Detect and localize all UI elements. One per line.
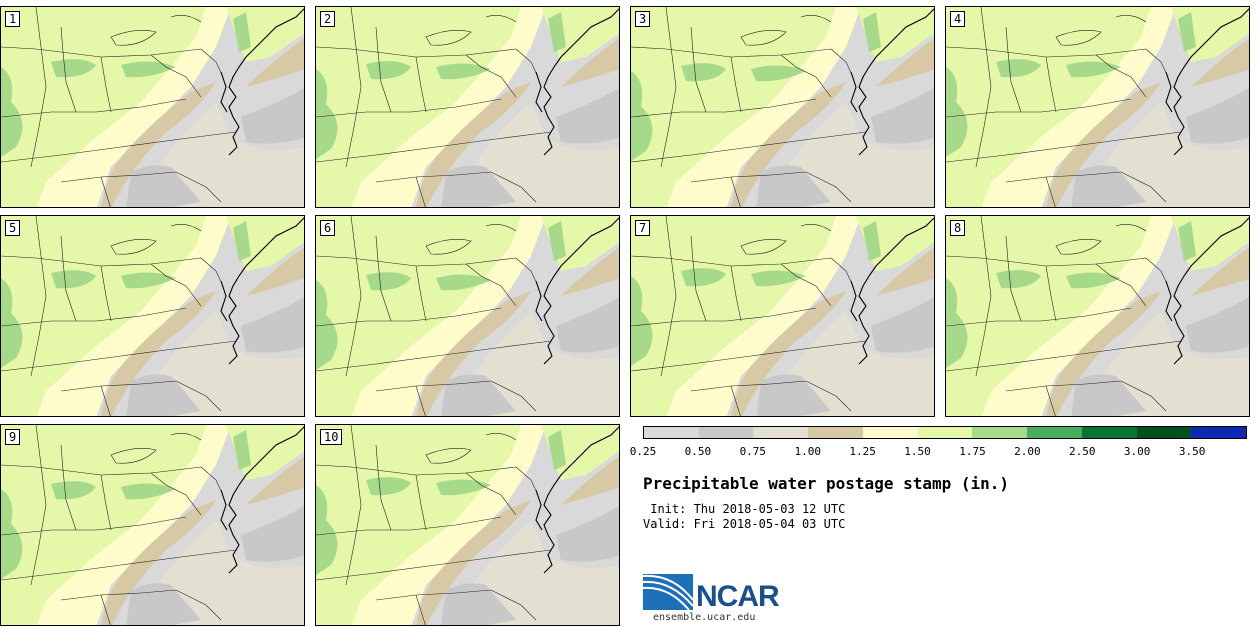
stamp-map-1: 1 (0, 6, 305, 208)
stamp-number: 7 (635, 220, 651, 236)
colorbar-segment (698, 427, 754, 438)
colorbar-tick-label: 3.00 (1123, 445, 1151, 458)
init-time: Init: Thu 2018-05-03 12 UTC (643, 502, 846, 516)
colorbar-tick-label: 1.50 (904, 445, 931, 458)
colorbar-ticks: 0.25 0.50 0.75 1.00 1.25 1.50 1.75 2.00 2.50 3.00… (630, 445, 1247, 459)
logo-url: ensemble.ucar.edu (653, 612, 756, 623)
colorbar-segment (1027, 427, 1082, 438)
colorbar-segment (808, 427, 863, 438)
stamp-number: 4 (950, 11, 966, 27)
stamp-number: 6 (320, 220, 336, 236)
stamp-number: 2 (320, 11, 336, 27)
stamp-number: 1 (5, 11, 21, 27)
colorbar-tick-label: 1.75 (959, 445, 986, 458)
colorbar-segment (917, 427, 973, 438)
stamp-map-5: 5 (0, 215, 305, 417)
stamp-map-9: 9 (0, 424, 305, 626)
stamp-number: 3 (635, 11, 651, 27)
valid-time: Valid: Fri 2018-05-04 03 UTC (643, 517, 846, 531)
stamp-map-7: 7 (630, 215, 935, 417)
stamp-number: 5 (5, 220, 21, 236)
stamp-map-10: 10 (315, 424, 620, 626)
colorbar-segment (1081, 427, 1137, 438)
stamp-number: 8 (950, 220, 966, 236)
colorbar-segment (1136, 427, 1192, 438)
stamp-map-6: 6 (315, 215, 620, 417)
stamp-map-8: 8 (945, 215, 1250, 417)
colorbar-tick-label: 3.50 (1178, 445, 1206, 458)
stamp-number: 9 (5, 429, 21, 445)
stamp-map-2: 2 (315, 6, 620, 208)
colorbar-tick-label: 0.50 (684, 445, 712, 458)
stamp-map-4: 4 (945, 6, 1250, 208)
colorbar-segment (753, 427, 809, 438)
ncar-logo-icon (643, 574, 694, 611)
plot-title: Precipitable water postage stamp (in.) (643, 474, 1010, 493)
stamp-number: 10 (320, 429, 343, 445)
colorbar-segment (972, 427, 1028, 438)
stamp-map-3: 3 (630, 6, 935, 208)
colorbar (643, 426, 1247, 439)
colorbar-segment (644, 427, 699, 438)
colorbar-segment (862, 427, 918, 438)
colorbar-tick-label: 2.00 (1014, 445, 1041, 458)
colorbar-segment (1191, 427, 1247, 438)
logo-text: NCAR (696, 580, 780, 613)
colorbar-tick-label: 2.50 (1069, 445, 1096, 458)
colorbar-tick-label: 1.25 (849, 445, 876, 458)
colorbar-tick-label: 1.00 (794, 445, 821, 458)
colorbar-tick-label: 0.75 (739, 445, 767, 458)
colorbar-tick-label: 0.25 (629, 445, 657, 458)
